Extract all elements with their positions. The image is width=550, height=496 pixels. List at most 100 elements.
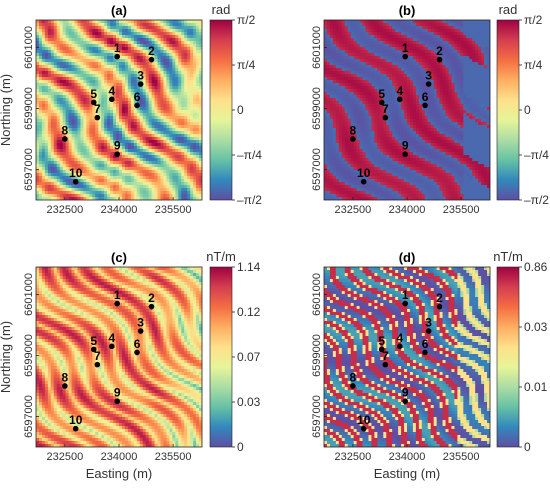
site-label-5: 5: [378, 87, 385, 101]
site-label-3: 3: [137, 316, 144, 330]
x-axis-label: Easting (m): [86, 466, 152, 481]
x-tick-label: 232500: [47, 204, 84, 216]
x-tick-label: 235500: [443, 204, 480, 216]
y-tick-label: 6599000: [311, 334, 323, 377]
site-label-1: 1: [114, 41, 121, 55]
x-tick-label: 235500: [443, 451, 480, 463]
x-tick-label: 235500: [155, 451, 192, 463]
colorbar-tick-label: π/4: [237, 58, 256, 72]
y-axis-label: Northing (m): [0, 321, 13, 393]
x-tick-label: 234000: [101, 451, 138, 463]
colorbar-tick-label: –π/4: [237, 148, 262, 162]
panel-title: (a): [111, 3, 127, 18]
site-label-5: 5: [90, 334, 97, 348]
colorbar-tick-label: 0: [237, 103, 244, 117]
site-label-2: 2: [436, 291, 443, 305]
x-axis-label: Easting (m): [374, 466, 440, 481]
y-tick-label: 6601000: [311, 26, 323, 69]
panel-b: (b) 232500 234000 235500 6601000 6599000 65970…: [311, 2, 549, 216]
site-label-4: 4: [108, 84, 115, 98]
x-tick-label: 235500: [155, 204, 192, 216]
panel-title: (d): [399, 250, 416, 265]
panel-title: (b): [399, 3, 416, 18]
colorbar-tick-label: –π/2: [524, 193, 549, 207]
site-label-3: 3: [137, 69, 144, 83]
colorbar-tick-label: π/2: [237, 13, 256, 27]
colorbar-tick-label: 0.03: [524, 320, 548, 334]
site-label-3: 3: [425, 316, 432, 330]
colorbar-tick-label: –π/4: [524, 148, 549, 162]
site-label-8: 8: [62, 123, 69, 137]
colorbar-tick-label: 0.03: [237, 395, 261, 409]
site-label-2: 2: [148, 291, 155, 305]
site-label-9: 9: [114, 386, 121, 400]
site-label-10: 10: [357, 166, 371, 180]
y-tick-label: 6601000: [311, 273, 323, 316]
x-tick-label: 234000: [389, 204, 426, 216]
site-label-4: 4: [108, 331, 115, 345]
site-label-5: 5: [378, 334, 385, 348]
site-label-4: 4: [396, 84, 403, 98]
y-tick-label: 6599000: [23, 87, 35, 130]
colorbar-unit: rad: [499, 2, 518, 17]
x-tick-label: 232500: [335, 204, 372, 216]
y-tick-label: 6599000: [311, 87, 323, 130]
colorbar-unit: rad: [212, 2, 231, 17]
site-label-3: 3: [425, 69, 432, 83]
colorbar: rad π/2 π/4 0 –π/4 –π/2: [210, 2, 262, 207]
site-label-6: 6: [422, 337, 429, 351]
site-label-10: 10: [69, 413, 83, 427]
y-axis-label: Northing (m): [0, 74, 13, 146]
x-tick-label: 234000: [101, 204, 138, 216]
site-label-2: 2: [436, 44, 443, 58]
x-tick-label: 234000: [389, 451, 426, 463]
site-label-8: 8: [62, 370, 69, 384]
site-label-9: 9: [402, 386, 409, 400]
colorbar-tick-label: 0: [524, 103, 531, 117]
site-label-8: 8: [350, 123, 357, 137]
y-tick-label: 6597000: [311, 395, 323, 438]
colorbar-tick-label: 0: [524, 440, 531, 454]
site-label-10: 10: [69, 166, 83, 180]
colorbar-tick-label: π/4: [524, 58, 543, 72]
site-label-7: 7: [382, 349, 389, 363]
site-label-5: 5: [90, 87, 97, 101]
colorbar-tick-label: π/2: [524, 13, 543, 27]
site-label-7: 7: [382, 102, 389, 116]
colorbar-tick-label: 1.14: [237, 260, 261, 274]
colorbar-tick-label: 0.86: [524, 260, 548, 274]
colorbar-tick-label: 0.12: [237, 305, 261, 319]
y-tick-label: 6597000: [311, 148, 323, 191]
y-tick-label: 6601000: [23, 273, 35, 316]
y-tick-label: 6601000: [23, 26, 35, 69]
y-tick-label: 6599000: [23, 334, 35, 377]
x-tick-label: 232500: [335, 451, 372, 463]
y-tick-label: 6597000: [23, 395, 35, 438]
site-label-4: 4: [396, 331, 403, 345]
colorbar-tick-label: –π/2: [237, 193, 262, 207]
colorbar: nT/m1.14 0.12 0.07 0.03 0: [206, 249, 260, 454]
site-label-6: 6: [134, 337, 141, 351]
site-label-9: 9: [114, 139, 121, 153]
site-label-1: 1: [402, 41, 409, 55]
colorbar-unit: nT/m: [206, 249, 236, 264]
colorbar: nT/m0.86 0.03 0.01 0: [493, 249, 547, 454]
colorbar-tick-label: 0.01: [524, 380, 548, 394]
site-label-10: 10: [357, 413, 371, 427]
site-label-7: 7: [94, 102, 101, 116]
site-label-1: 1: [114, 288, 121, 302]
site-label-9: 9: [402, 139, 409, 153]
y-tick-label: 6597000: [23, 148, 35, 191]
site-label-2: 2: [148, 44, 155, 58]
x-tick-label: 232500: [47, 451, 84, 463]
site-label-6: 6: [134, 90, 141, 104]
colorbar-tick-label: 0: [237, 440, 244, 454]
site-label-7: 7: [94, 349, 101, 363]
site-label-8: 8: [350, 370, 357, 384]
colorbar-tick-label: 0.07: [237, 350, 261, 364]
colorbar-unit: nT/m: [493, 249, 523, 264]
